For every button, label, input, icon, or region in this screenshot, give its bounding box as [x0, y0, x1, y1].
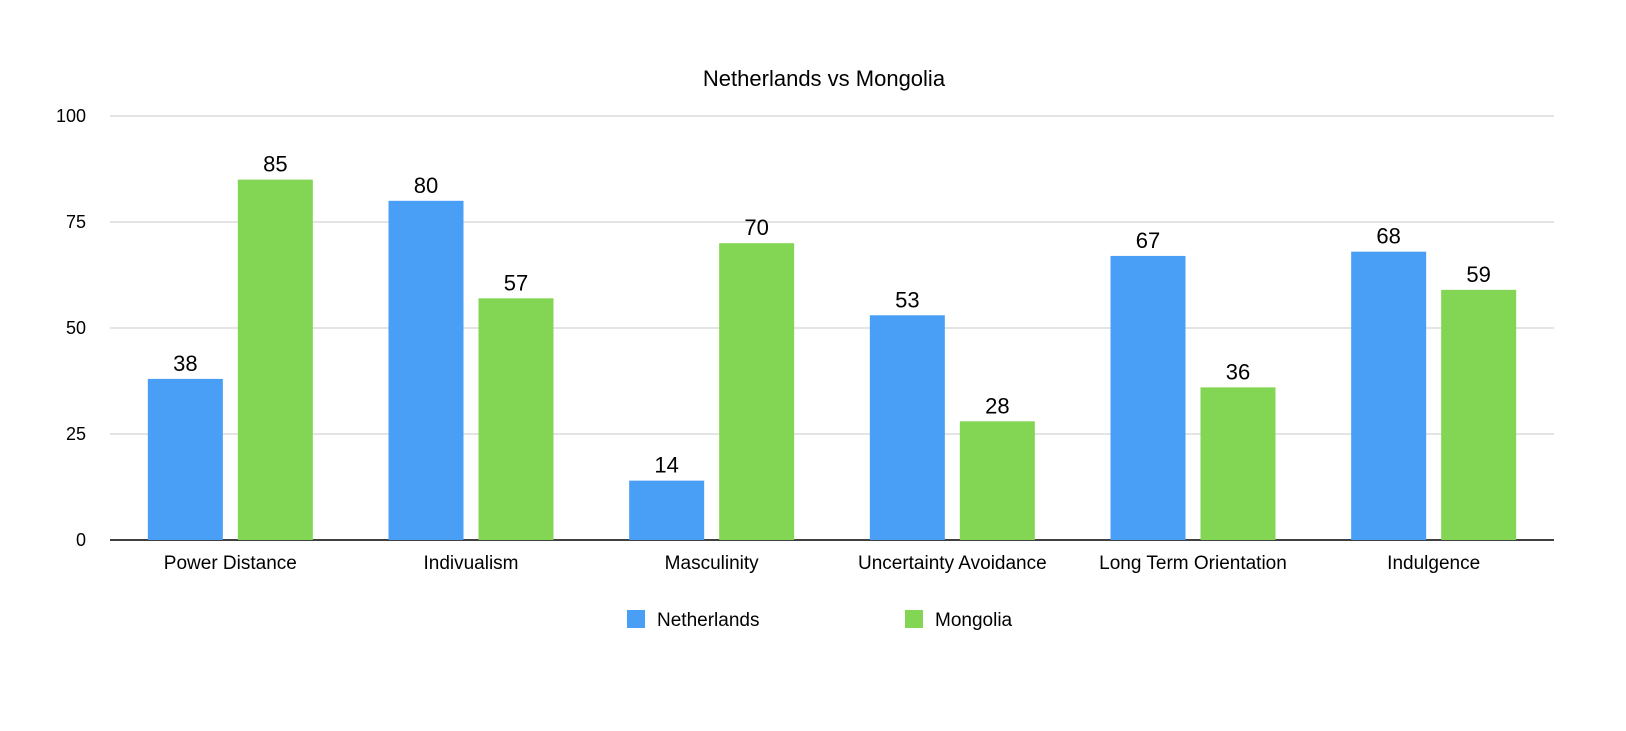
- data-label: 70: [744, 215, 768, 240]
- y-tick-label: 0: [76, 530, 86, 550]
- bar: [719, 243, 795, 540]
- data-labels: 38 85 80 57 14 70 53 28 67 36 68 59: [173, 152, 1491, 478]
- data-label: 36: [1226, 359, 1250, 384]
- bar: [388, 200, 464, 541]
- y-tick-label: 100: [56, 106, 86, 126]
- bar: [1441, 289, 1517, 540]
- bar: [1110, 255, 1186, 541]
- y-tick-label: 75: [66, 212, 86, 232]
- data-label: 38: [173, 351, 197, 376]
- legend-swatch: [905, 610, 923, 628]
- x-category-label: Masculinity: [665, 553, 759, 574]
- bar: [869, 315, 945, 540]
- bar: [1200, 387, 1276, 540]
- bar: [478, 298, 554, 540]
- legend-label: Netherlands: [657, 610, 759, 631]
- data-label: 14: [654, 453, 678, 478]
- bars: [147, 179, 1517, 541]
- data-label: 59: [1466, 262, 1490, 287]
- legend: Netherlands Mongolia: [627, 610, 1013, 631]
- data-label: 85: [263, 152, 287, 177]
- x-category-label: Indivualism: [423, 553, 518, 574]
- x-axis-categories: Power Distance Indivualism Masculinity Unce…: [164, 553, 1480, 574]
- data-label: 68: [1376, 224, 1400, 249]
- chart-title: Netherlands vs Mongolia: [703, 66, 946, 91]
- x-category-label: Power Distance: [164, 553, 297, 574]
- x-category-label: Long Term Orientation: [1099, 553, 1287, 574]
- data-label: 80: [414, 173, 438, 198]
- data-label: 53: [895, 287, 919, 312]
- bar: [959, 421, 1035, 540]
- legend-swatch: [627, 610, 645, 628]
- data-label: 28: [985, 393, 1009, 418]
- y-tick-label: 50: [66, 318, 86, 338]
- x-category-label: Indulgence: [1387, 553, 1480, 574]
- legend-label: Mongolia: [935, 610, 1013, 631]
- bar: [147, 378, 223, 540]
- bar: [237, 179, 313, 540]
- data-label: 67: [1136, 228, 1160, 253]
- bar: [1351, 251, 1427, 540]
- y-tick-label: 25: [66, 424, 86, 444]
- grid: [110, 115, 1554, 541]
- bar: [629, 480, 705, 540]
- y-axis-ticks: 0 25 50 75 100: [56, 106, 86, 550]
- x-category-label: Uncertainty Avoidance: [858, 553, 1047, 574]
- data-label: 57: [504, 270, 528, 295]
